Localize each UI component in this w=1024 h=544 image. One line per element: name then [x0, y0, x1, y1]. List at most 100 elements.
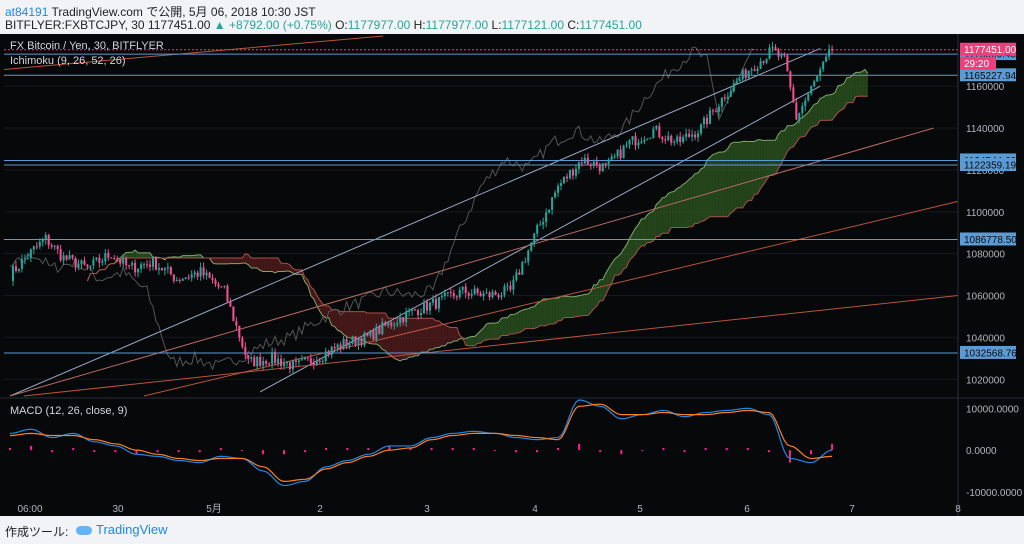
cloud-segment [185, 255, 189, 258]
candle [297, 360, 300, 362]
macd-histogram [9, 443, 834, 463]
cloud-segment [138, 252, 142, 258]
cloud-segment [322, 304, 326, 318]
candle [676, 136, 679, 142]
cloud-segment [358, 311, 362, 340]
candle [729, 91, 732, 97]
candle [783, 54, 786, 56]
candle [184, 277, 187, 279]
candle [717, 106, 720, 112]
candle [601, 163, 604, 172]
histogram-bar [641, 450, 644, 452]
cloud-segment [632, 228, 636, 258]
candle [652, 128, 655, 138]
macd-y-tick-label: 10000.0000 [966, 404, 1019, 415]
candle [458, 289, 461, 298]
candle [774, 47, 777, 50]
candle [116, 258, 119, 260]
candle [574, 168, 577, 176]
cloud-segment [674, 188, 678, 228]
cloud-segment [435, 320, 439, 348]
histogram-bar [346, 448, 349, 451]
cloud-segment [608, 263, 612, 289]
candle [333, 346, 336, 349]
cloud-segment [129, 252, 133, 258]
candle [422, 301, 426, 313]
cloud-segment [188, 255, 192, 258]
histogram-bar [430, 448, 433, 451]
candle [402, 317, 405, 323]
cloud-segment [248, 254, 252, 268]
candle [464, 286, 467, 294]
candle [452, 293, 455, 297]
candle [223, 285, 226, 287]
y-tick-label: 1140000 [966, 124, 1005, 135]
candle [559, 183, 563, 186]
candle [393, 324, 396, 326]
cloud-segment [471, 336, 475, 346]
candle [119, 259, 122, 264]
candle [571, 169, 574, 176]
cloud-segment [510, 314, 514, 335]
candle [807, 93, 810, 101]
candle [711, 110, 714, 112]
cloud-segment [835, 85, 839, 117]
candle [747, 70, 750, 78]
candle [506, 285, 509, 287]
cloud-segment [379, 313, 383, 350]
candle [616, 149, 619, 157]
chart-canvas[interactable]: 1020000 1040000 1060000 1080000 1100000 11200… [0, 34, 1024, 516]
candle [274, 352, 277, 363]
candle [697, 133, 700, 138]
candle [482, 293, 485, 297]
x-tick-label: 2 [317, 504, 323, 515]
candle [699, 124, 703, 134]
cloud-segment [456, 327, 460, 342]
candle [467, 293, 470, 296]
candle [354, 336, 357, 346]
cloud-segment [662, 197, 666, 234]
cloud-segment [564, 296, 567, 318]
candle [44, 235, 47, 240]
cloud-segment [394, 318, 398, 360]
candle [363, 332, 366, 346]
cloud-segment [313, 289, 317, 306]
cloud-segment [549, 298, 553, 325]
tradingview-logo[interactable]: TradingView [76, 522, 168, 537]
y-tick-label: 1040000 [966, 333, 1005, 344]
candle [211, 277, 214, 281]
y-tick-label: 1020000 [966, 375, 1005, 386]
cloud-segment [620, 249, 624, 274]
cloud-segment [221, 257, 225, 264]
chart-svg[interactable]: 1020000 1040000 1060000 1080000 1100000 11200… [0, 34, 1024, 516]
candle [280, 358, 283, 366]
histogram-bar [578, 443, 581, 451]
candle [336, 344, 339, 349]
histogram-bar [177, 450, 180, 453]
x-tick-label: 5月 [206, 503, 222, 515]
trend-line [23, 295, 959, 397]
cloud-segment [626, 238, 630, 268]
publisher-link[interactable]: at84191 [5, 5, 49, 19]
cloud-segment [540, 298, 544, 326]
cloud-segment [647, 212, 651, 243]
candle [414, 309, 417, 311]
cloud-segment [498, 318, 502, 340]
cloud-segment [147, 252, 150, 258]
cloud-segment [447, 326, 451, 343]
level-price-label: 1086778.50 [964, 235, 1017, 246]
cloud-segment [182, 255, 186, 258]
candle [756, 68, 759, 72]
candle [208, 272, 211, 278]
candle [417, 310, 420, 316]
cloud-segment [385, 313, 389, 355]
cloud-segment [453, 327, 457, 342]
histogram-bar [557, 448, 560, 451]
cloud-segment [504, 317, 508, 336]
candle [408, 310, 411, 312]
candle [56, 245, 59, 250]
high-value: 1177977.00 [425, 18, 489, 32]
cloud-segment [593, 284, 597, 309]
signal-line [9, 403, 833, 482]
histogram-bar [514, 450, 517, 453]
